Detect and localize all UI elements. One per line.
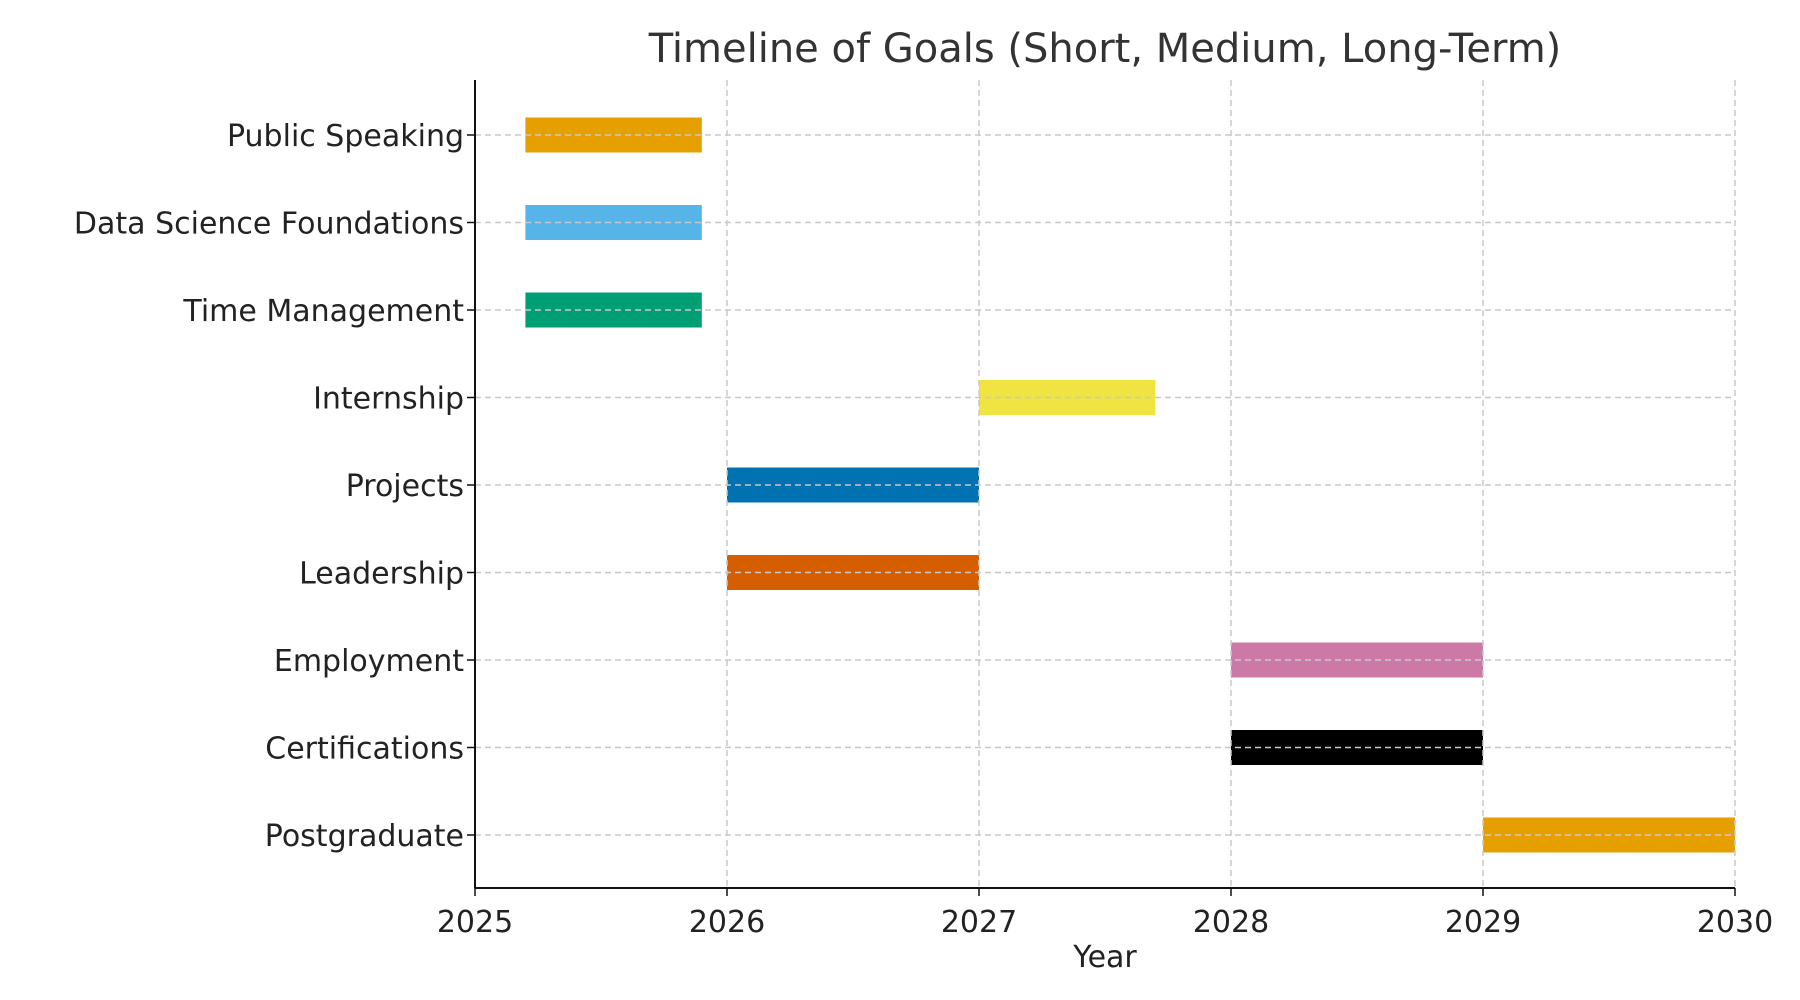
x-ticks: 2025 2026 2027 2028 2029 2030 (437, 888, 1773, 940)
y-ticks: Public Speaking Data Science Foundations T… (74, 119, 475, 854)
x-tick-label: 2030 (1697, 905, 1773, 940)
gantt-bar (525, 205, 702, 240)
y-tick-label: Certifications (265, 732, 464, 767)
x-tick-label: 2029 (1445, 905, 1521, 940)
y-tick-label: Employment (274, 644, 464, 679)
gantt-bar (727, 555, 979, 590)
grid-lines (474, 80, 1736, 888)
y-tick-label: Time Management (182, 294, 464, 329)
y-tick-label: Internship (313, 382, 464, 417)
y-tick-label: Leadership (299, 557, 464, 592)
chart-title: Timeline of Goals (Short, Medium, Long-T… (648, 26, 1562, 72)
y-tick-label: Projects (346, 469, 464, 504)
gantt-bar (525, 292, 702, 328)
x-tick-label: 2027 (941, 905, 1017, 940)
gantt-bar (525, 117, 702, 153)
x-tick-label: 2028 (1193, 905, 1269, 940)
x-axis-label: Year (1072, 940, 1137, 975)
gantt-bar (727, 467, 979, 503)
y-tick-label: Public Speaking (227, 119, 464, 154)
x-tick-label: 2026 (689, 905, 765, 940)
axes (474, 80, 1735, 889)
y-tick-label: Postgraduate (265, 819, 464, 854)
x-tick-label: 2025 (437, 905, 513, 940)
y-tick-label: Data Science Foundations (74, 207, 464, 242)
